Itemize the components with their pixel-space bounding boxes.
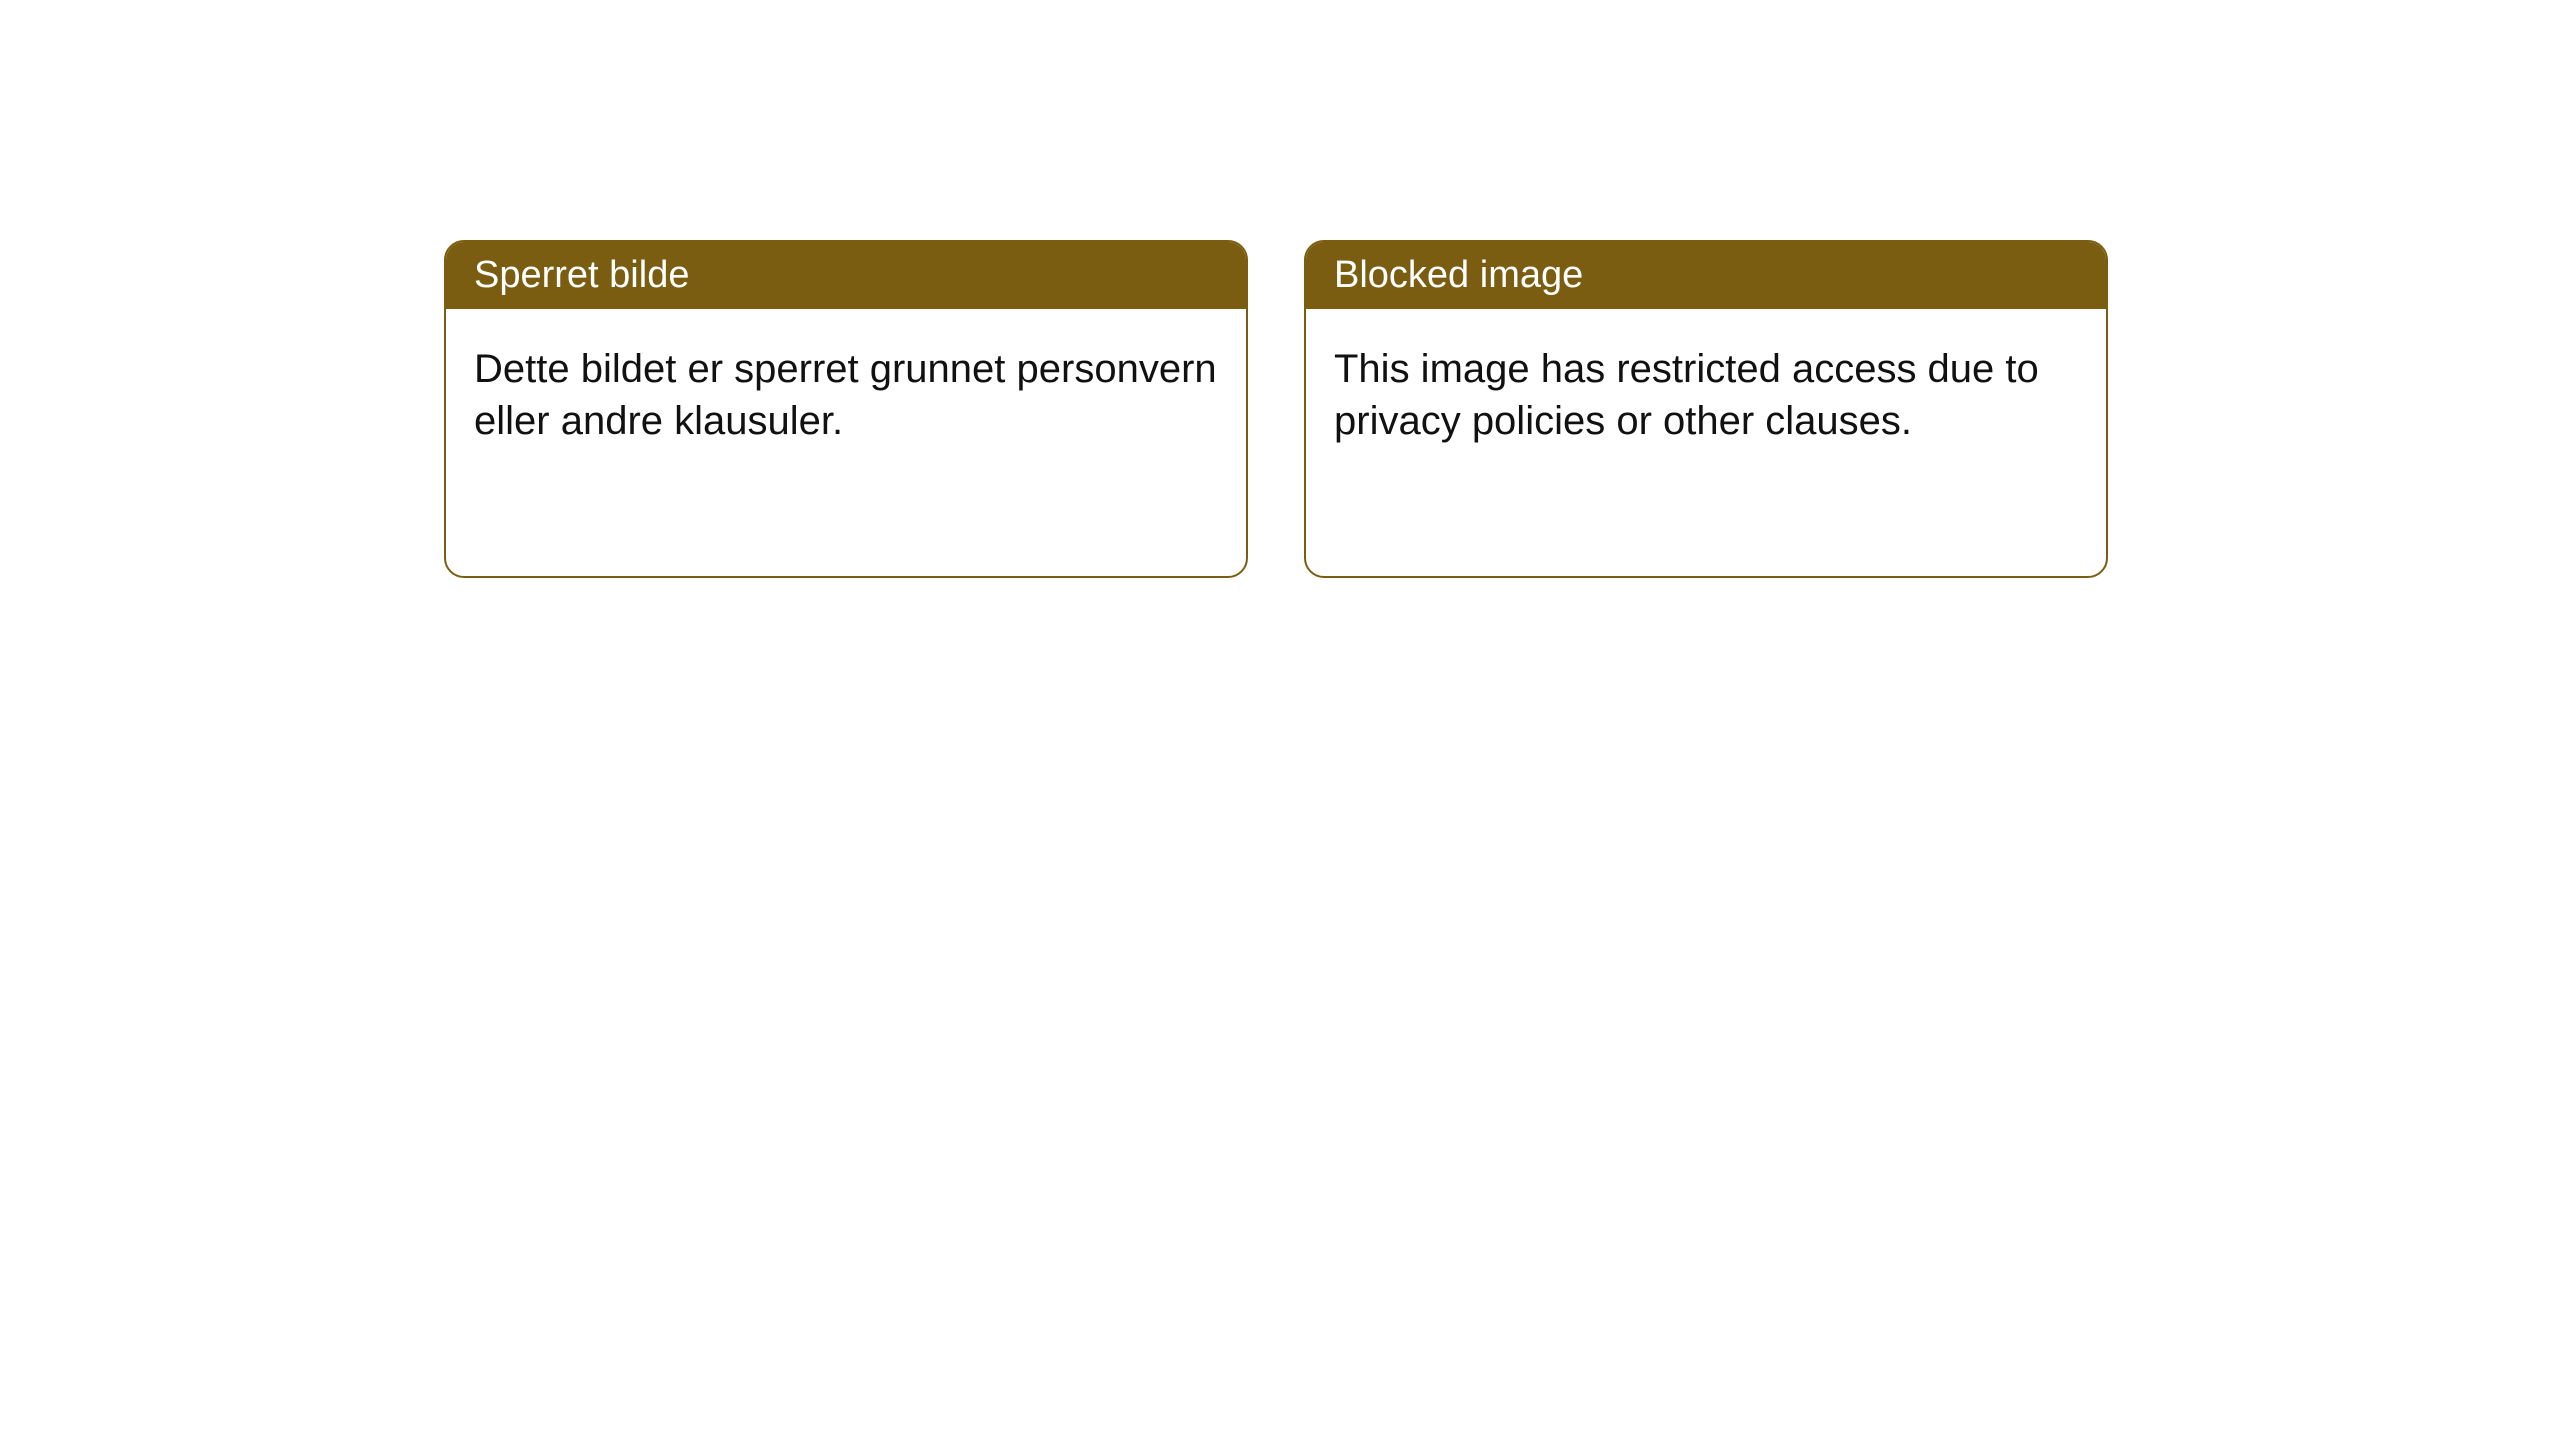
card-body: This image has restricted access due to … bbox=[1306, 309, 2106, 481]
card-title: Blocked image bbox=[1334, 254, 1583, 296]
notice-card-english: Blocked image This image has restricted … bbox=[1304, 240, 2108, 578]
notice-container: Sperret bilde Dette bildet er sperret gr… bbox=[0, 0, 2560, 578]
card-header: Sperret bilde bbox=[446, 242, 1246, 309]
card-header: Blocked image bbox=[1306, 242, 2106, 309]
card-body-text: Dette bildet er sperret grunnet personve… bbox=[474, 347, 1217, 443]
card-title: Sperret bilde bbox=[474, 254, 689, 296]
notice-card-norwegian: Sperret bilde Dette bildet er sperret gr… bbox=[444, 240, 1248, 578]
card-body-text: This image has restricted access due to … bbox=[1334, 347, 2039, 443]
card-body: Dette bildet er sperret grunnet personve… bbox=[446, 309, 1246, 481]
